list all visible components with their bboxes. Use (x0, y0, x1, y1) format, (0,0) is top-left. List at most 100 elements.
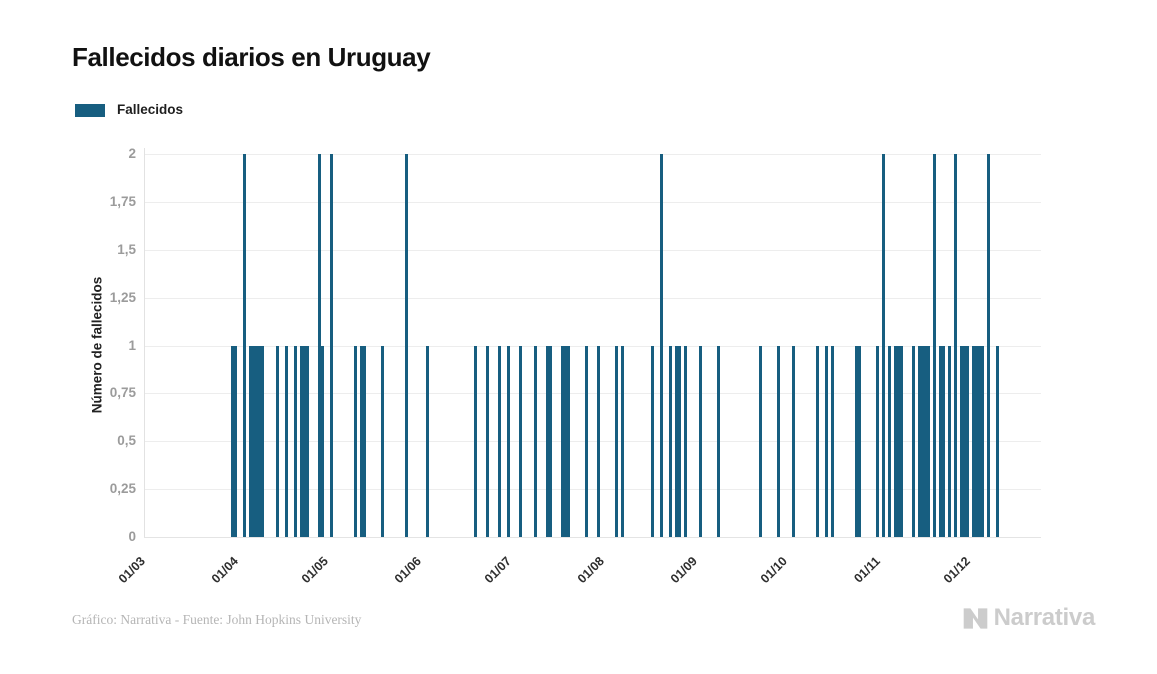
bar[interactable] (231, 345, 234, 537)
bar[interactable] (978, 345, 981, 537)
bar[interactable] (303, 345, 306, 537)
bar[interactable] (825, 345, 828, 537)
bar[interactable] (942, 345, 945, 537)
bar[interactable] (561, 345, 564, 537)
bar[interactable] (261, 345, 264, 537)
bar[interactable] (621, 345, 624, 537)
bar[interactable] (717, 345, 720, 537)
bar[interactable] (924, 345, 927, 537)
bar[interactable] (276, 345, 279, 537)
bar[interactable] (255, 345, 258, 537)
bar[interactable] (381, 345, 384, 537)
bar[interactable] (966, 345, 969, 537)
narrativa-logo-icon (963, 607, 987, 629)
bar[interactable] (306, 345, 309, 537)
x-axis-baseline (144, 537, 1041, 538)
bar[interactable] (678, 345, 681, 537)
y-tick-label: 2 (128, 146, 136, 161)
bar[interactable] (363, 345, 366, 537)
bar[interactable] (981, 345, 984, 537)
bar[interactable] (615, 345, 618, 537)
y-tick-label: 0,5 (117, 433, 136, 449)
bar[interactable] (894, 345, 897, 537)
bar[interactable] (900, 345, 903, 537)
bar[interactable] (669, 345, 672, 537)
x-tick-label: 01/08 (574, 554, 607, 587)
legend-swatch-icon (75, 104, 105, 117)
gridline (144, 249, 1041, 251)
y-tick-label: 0,75 (109, 385, 136, 401)
bar[interactable] (474, 345, 477, 537)
bar[interactable] (996, 345, 999, 537)
bar[interactable] (507, 345, 510, 537)
bar[interactable] (564, 345, 567, 537)
bar[interactable] (882, 154, 885, 537)
bar[interactable] (318, 154, 321, 537)
bar[interactable] (792, 345, 795, 537)
bar[interactable] (777, 345, 780, 537)
y-tick-label: 0 (128, 529, 136, 544)
credit-text: Gráfico: Narrativa - Fuente: John Hopkin… (72, 612, 362, 627)
bar[interactable] (651, 345, 654, 537)
bar[interactable] (948, 345, 951, 537)
legend-item-fallecidos[interactable]: Fallecidos (75, 102, 183, 117)
bar[interactable] (759, 345, 762, 537)
bar[interactable] (675, 345, 678, 537)
bar[interactable] (918, 345, 921, 537)
bar[interactable] (300, 345, 303, 537)
bar[interactable] (498, 345, 501, 537)
bar[interactable] (549, 345, 552, 537)
gridline (144, 489, 1041, 491)
bar[interactable] (330, 154, 333, 537)
y-tick-label: 0,25 (109, 481, 136, 497)
bar[interactable] (321, 345, 324, 537)
bar[interactable] (519, 345, 522, 537)
bar[interactable] (597, 345, 600, 537)
bar[interactable] (963, 345, 966, 537)
y-tick-label: 1 (128, 337, 136, 353)
bar[interactable] (855, 345, 858, 537)
bar[interactable] (921, 345, 924, 537)
x-tick-label: 01/03 (115, 554, 148, 587)
bar[interactable] (858, 345, 861, 537)
bar[interactable] (684, 345, 687, 537)
bar[interactable] (699, 345, 702, 537)
gridline (144, 201, 1041, 203)
bar[interactable] (888, 345, 891, 537)
bar[interactable] (897, 345, 900, 537)
bar[interactable] (975, 345, 978, 537)
y-tick-label: 1,5 (117, 241, 136, 257)
bar[interactable] (249, 345, 252, 537)
bar[interactable] (546, 345, 549, 537)
bar[interactable] (285, 345, 288, 537)
bar[interactable] (954, 154, 957, 537)
bar[interactable] (960, 345, 963, 537)
bar[interactable] (816, 345, 819, 537)
bar[interactable] (294, 345, 297, 537)
bar[interactable] (234, 345, 237, 537)
x-tick-label: 01/11 (851, 554, 883, 586)
bar[interactable] (912, 345, 915, 537)
bar[interactable] (585, 345, 588, 537)
bar[interactable] (258, 345, 261, 537)
narrativa-logo-text: Narrativa (993, 604, 1096, 631)
bar[interactable] (567, 345, 570, 537)
bar[interactable] (534, 345, 537, 537)
bar[interactable] (933, 154, 936, 537)
bar[interactable] (243, 154, 246, 537)
bar[interactable] (939, 345, 942, 537)
bar[interactable] (660, 154, 663, 537)
bar[interactable] (405, 154, 408, 537)
bar[interactable] (486, 345, 489, 537)
bar[interactable] (354, 345, 357, 537)
bar[interactable] (831, 345, 834, 537)
bar[interactable] (972, 345, 975, 537)
bar[interactable] (927, 345, 930, 537)
bar[interactable] (252, 345, 255, 537)
bar[interactable] (360, 345, 363, 537)
bar[interactable] (426, 345, 429, 537)
bar[interactable] (987, 154, 990, 537)
x-tick-label: 01/06 (391, 554, 424, 587)
bar[interactable] (876, 345, 879, 537)
